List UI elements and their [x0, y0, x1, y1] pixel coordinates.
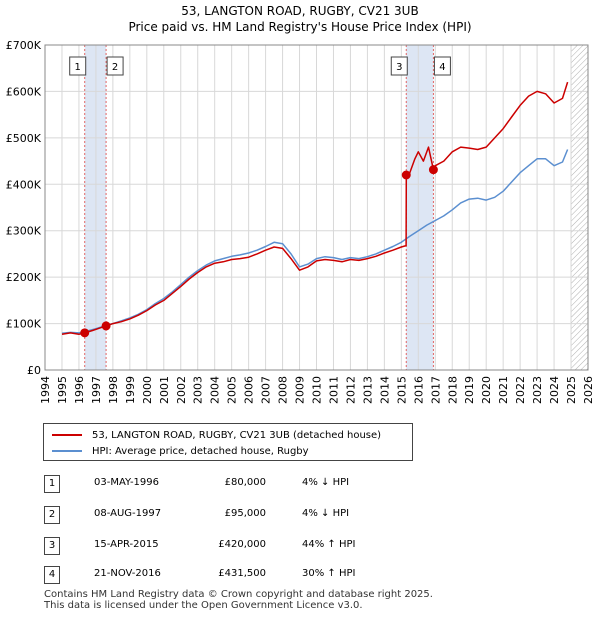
transaction-point	[428, 165, 438, 175]
y-tick-label: £200K	[6, 271, 42, 284]
chart-subtitle: Price paid vs. HM Land Registry's House …	[128, 20, 471, 34]
transaction-date: 03-MAY-1996	[94, 477, 160, 488]
x-tick-label: 2025	[565, 376, 578, 404]
legend-swatch-property	[52, 434, 82, 436]
transaction-point	[401, 170, 411, 180]
footer-attribution: Contains HM Land Registry data © Crown c…	[44, 589, 433, 611]
transaction-date: 15-APR-2015	[94, 539, 159, 550]
legend-label-property: 53, LANGTON ROAD, RUGBY, CV21 3UB (detac…	[92, 429, 382, 441]
legend-item-property: 53, LANGTON ROAD, RUGBY, CV21 3UB (detac…	[52, 427, 381, 443]
y-tick-label: £300K	[6, 225, 42, 238]
transaction-point	[80, 328, 90, 338]
transaction-date: 08-AUG-1997	[94, 508, 162, 519]
price-chart: 53, LANGTON ROAD, RUGBY, CV21 3UB Price …	[6, 4, 595, 404]
x-tick-label: 2012	[344, 376, 357, 404]
x-tick-label: 2017	[429, 376, 442, 404]
x-tick-label: 2019	[463, 376, 476, 404]
x-tick-label: 1997	[90, 376, 103, 404]
x-tick-label: 1996	[73, 376, 86, 404]
shaded-period	[84, 45, 107, 370]
x-tick-label: 2010	[311, 376, 324, 404]
transaction-label-box	[106, 56, 124, 76]
transaction-label-number: 4	[439, 62, 445, 73]
x-tick-label: 2007	[260, 376, 273, 404]
x-tick-label: 2000	[141, 376, 154, 404]
plot-frame	[44, 44, 589, 371]
shaded-period	[406, 45, 434, 370]
transaction-price: £95,000	[224, 508, 266, 519]
x-tick-label: 2023	[531, 376, 544, 404]
transaction-date: 21-NOV-2016	[94, 568, 161, 579]
transaction-number: 3	[44, 537, 60, 555]
y-tick-label: £0	[27, 364, 41, 377]
y-tick-label: £400K	[6, 178, 42, 191]
footer-line-copyright: Contains HM Land Registry data © Crown c…	[44, 589, 433, 600]
x-tick-label: 2005	[226, 376, 239, 404]
transaction-number: 4	[44, 566, 60, 584]
transaction-price: £420,000	[218, 539, 266, 550]
transaction-hpi-diff: 44% ↑ HPI	[302, 539, 356, 550]
transaction-price: £80,000	[224, 477, 266, 488]
x-tick-label: 1994	[39, 376, 52, 404]
x-tick-label: 2009	[294, 376, 307, 404]
x-tick-label: 2022	[514, 376, 527, 404]
hpi-series-line	[61, 149, 569, 335]
x-tick-label: 2016	[412, 376, 425, 404]
series-group	[61, 81, 569, 336]
x-tick-label: 2014	[378, 376, 391, 404]
x-tick-label: 2020	[480, 376, 493, 404]
x-tick-label: 2021	[497, 376, 510, 404]
x-tick-label: 2006	[243, 376, 256, 404]
transaction-number: 1	[44, 475, 60, 493]
footer-line-licence: This data is licensed under the Open Gov…	[44, 600, 363, 611]
y-tick-label: £500K	[6, 132, 42, 145]
x-tick-label: 1995	[56, 376, 69, 404]
y-tick-label: £100K	[6, 318, 42, 331]
legend-item-hpi: HPI: Average price, detached house, Rugb…	[52, 443, 309, 459]
legend-label-hpi: HPI: Average price, detached house, Rugb…	[92, 445, 309, 457]
transaction-label-number: 1	[75, 62, 81, 73]
transaction-number: 2	[44, 506, 60, 524]
legend-swatch-hpi	[52, 450, 82, 452]
x-tick-label: 2024	[548, 376, 561, 404]
x-tick-label: 1999	[124, 376, 137, 404]
x-tick-label: 2026	[582, 376, 595, 404]
x-tick-label: 1998	[107, 376, 120, 404]
x-tick-label: 2011	[327, 376, 340, 404]
property-series-line	[61, 81, 569, 336]
y-tick-label: £600K	[6, 85, 42, 98]
transaction-point	[101, 321, 111, 331]
x-tick-label: 2003	[192, 376, 205, 404]
transaction-price: £431,500	[218, 568, 266, 579]
transaction-label-number: 3	[396, 62, 402, 73]
chart-legend: 53, LANGTON ROAD, RUGBY, CV21 3UB (detac…	[43, 423, 413, 461]
x-tick-label: 2002	[175, 376, 188, 404]
x-tick-label: 2018	[446, 376, 459, 404]
chart-title: 53, LANGTON ROAD, RUGBY, CV21 3UB	[181, 4, 418, 18]
transaction-label-number: 2	[112, 62, 118, 73]
x-tick-label: 2013	[361, 376, 374, 404]
forecast-hatch-region	[571, 45, 588, 370]
x-tick-label: 2004	[209, 376, 222, 404]
x-tick-label: 2001	[158, 376, 171, 404]
transaction-label-box	[69, 56, 87, 76]
transaction-hpi-diff: 4% ↓ HPI	[302, 508, 350, 519]
transaction-label-box	[433, 56, 451, 76]
x-tick-label: 2015	[395, 376, 408, 404]
transaction-hpi-diff: 4% ↓ HPI	[302, 477, 350, 488]
x-tick-label: 2008	[277, 376, 290, 404]
transaction-hpi-diff: 30% ↑ HPI	[302, 568, 356, 579]
y-tick-label: £700K	[6, 39, 42, 52]
transaction-label-box	[390, 56, 408, 76]
